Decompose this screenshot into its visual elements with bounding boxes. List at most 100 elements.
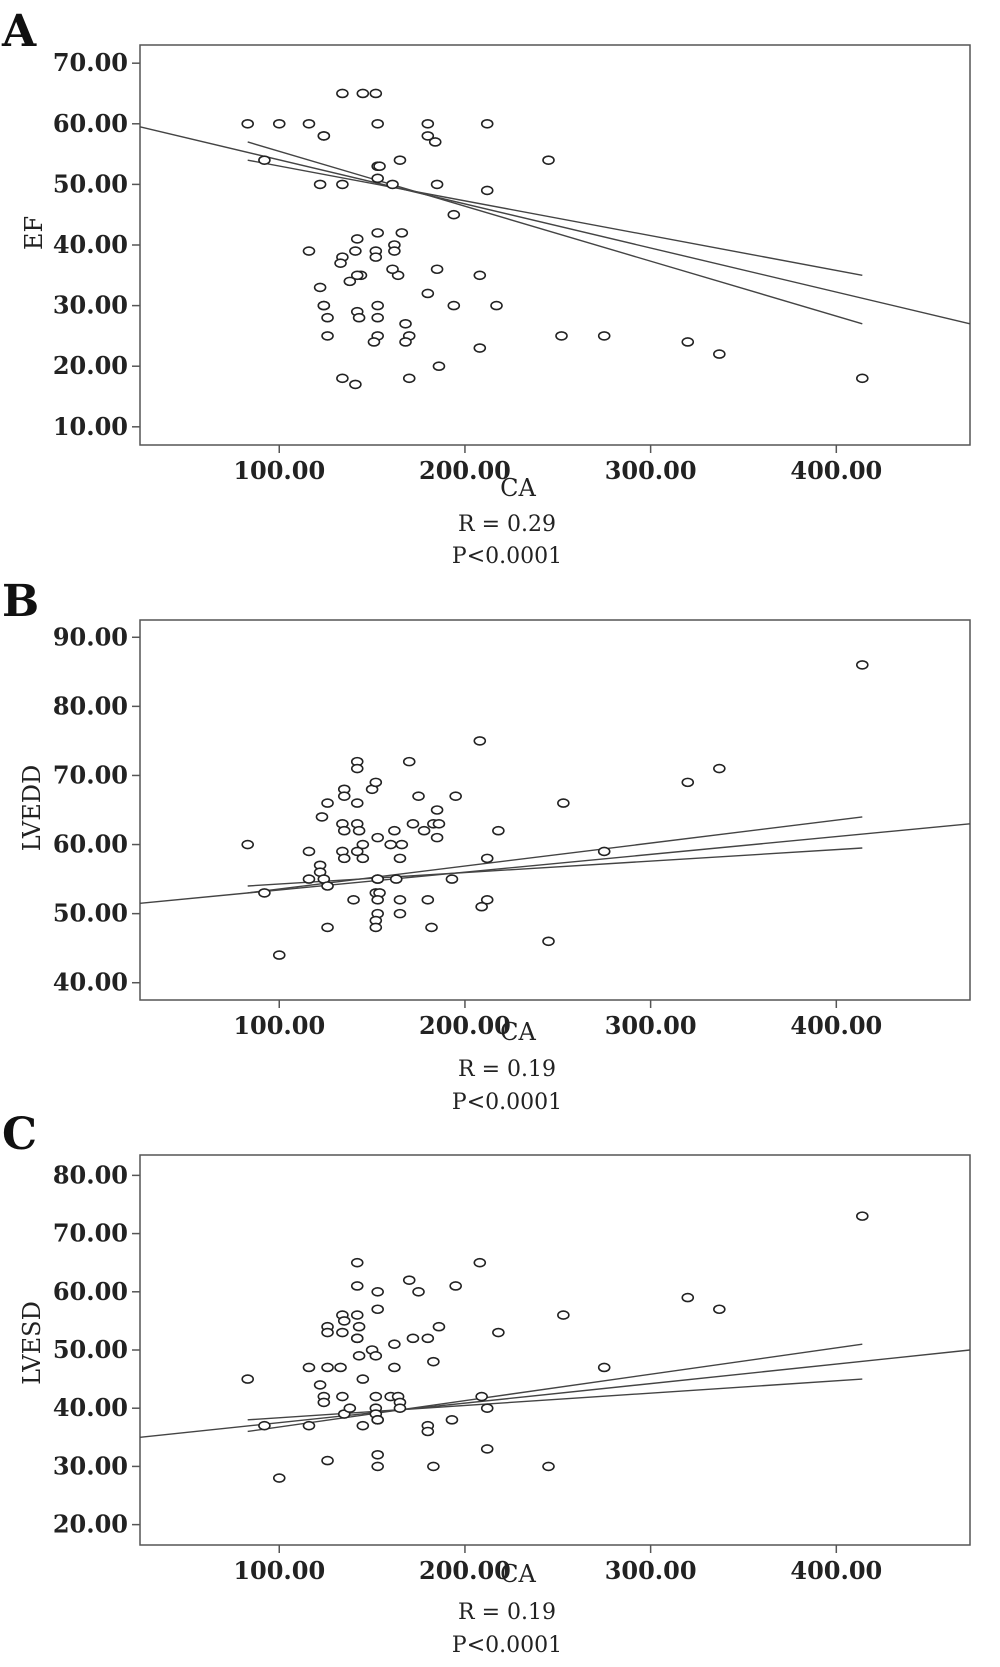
data-point — [350, 1281, 364, 1291]
x-tick-label: 300.00 — [605, 1011, 697, 1040]
data-point — [417, 825, 431, 836]
y-tick-label: 40.00 — [53, 230, 128, 259]
y-tick-label: 10.00 — [53, 412, 128, 441]
ci-line-lower — [247, 141, 863, 325]
x-tick-label: 300.00 — [605, 1556, 697, 1585]
y-tick-label: 50.00 — [53, 169, 128, 198]
data-point — [412, 1286, 425, 1297]
data-point — [371, 300, 384, 311]
data-point — [313, 1380, 327, 1390]
data-point — [480, 185, 494, 196]
data-point — [321, 312, 334, 323]
data-point — [473, 736, 487, 746]
ci-line-upper — [247, 1343, 863, 1433]
data-point — [337, 1316, 351, 1326]
data-point — [336, 88, 349, 99]
x-tick-label: 200.00 — [419, 456, 511, 485]
data-point — [313, 282, 327, 293]
data-point — [406, 1333, 420, 1344]
y-tick-label: 80.00 — [53, 691, 128, 720]
y-tick-label: 40.00 — [53, 968, 128, 997]
data-point — [258, 1420, 271, 1431]
data-point — [473, 1257, 487, 1268]
data-point — [427, 1356, 440, 1367]
data-point — [350, 1257, 364, 1268]
x-tick-label: 100.00 — [233, 1011, 325, 1040]
data-point — [713, 349, 726, 359]
data-point — [371, 118, 384, 129]
data-point — [388, 825, 401, 836]
data-point — [681, 1292, 695, 1303]
data-point — [555, 331, 568, 341]
data-point — [386, 179, 399, 190]
data-point — [352, 1351, 366, 1361]
data-point — [350, 270, 364, 281]
panel-a-xlabel: CA — [500, 474, 536, 502]
data-point — [317, 1397, 331, 1408]
data-point — [490, 300, 503, 311]
x-tick-label: 400.00 — [790, 456, 882, 485]
data-point — [480, 1403, 494, 1414]
x-tick-label: 200.00 — [419, 1011, 511, 1040]
data-point — [302, 1420, 316, 1431]
data-point — [352, 825, 366, 836]
data-point — [473, 270, 487, 281]
data-point — [421, 118, 435, 129]
panel-c-ylabel: LVESD — [18, 1301, 46, 1385]
data-point — [432, 361, 446, 372]
data-point — [430, 832, 444, 843]
data-point — [350, 1310, 364, 1320]
data-point — [445, 874, 459, 884]
data-point — [597, 846, 611, 857]
data-point — [336, 179, 349, 190]
data-point — [393, 908, 407, 919]
data-point — [350, 798, 364, 808]
data-point — [402, 373, 416, 384]
data-point — [393, 853, 407, 864]
data-point — [393, 155, 407, 165]
y-tick-label: 20.00 — [53, 1510, 128, 1539]
data-point — [336, 373, 349, 384]
data-point — [447, 300, 461, 311]
data-point — [388, 1339, 401, 1349]
y-tick-label: 50.00 — [53, 899, 128, 928]
panel-c-letter: C — [2, 1109, 37, 1160]
data-point — [343, 1403, 357, 1414]
panel-b-r-value: R = 0.19 — [458, 1057, 556, 1082]
data-point — [473, 343, 487, 353]
y-tick-label: 60.00 — [53, 1277, 128, 1306]
data-point — [258, 888, 271, 898]
data-point — [425, 922, 438, 933]
y-tick-label: 90.00 — [53, 622, 128, 651]
y-tick-label: 70.00 — [53, 760, 128, 789]
panel-a-r-value: R = 0.29 — [458, 512, 556, 537]
data-point — [347, 895, 360, 905]
data-point — [557, 1310, 570, 1320]
data-point — [597, 1362, 611, 1373]
y-tick-label: 70.00 — [53, 48, 128, 77]
data-point — [371, 874, 384, 884]
data-point — [369, 777, 383, 788]
data-point — [321, 1327, 334, 1338]
data-point — [681, 337, 695, 347]
data-point — [302, 1362, 316, 1373]
data-point — [313, 179, 327, 190]
data-point — [336, 1327, 349, 1338]
x-tick-label: 200.00 — [419, 1556, 511, 1585]
data-point — [350, 763, 364, 774]
x-tick-label: 100.00 — [233, 1556, 325, 1585]
data-point — [384, 839, 397, 850]
data-point — [334, 258, 347, 268]
data-point — [386, 264, 399, 275]
y-tick-label: 20.00 — [53, 351, 128, 380]
data-point — [399, 337, 412, 347]
data-point — [321, 798, 334, 808]
x-tick-label: 400.00 — [790, 1011, 882, 1040]
y-tick-label: 80.00 — [53, 1160, 128, 1189]
data-point — [430, 179, 444, 190]
data-point — [343, 276, 357, 287]
panel-a-plot: 100.00 200.00 300.00 400.00 10.00 20.00 30.00 4… — [53, 44, 971, 485]
data-point — [856, 660, 869, 670]
data-point — [402, 1275, 416, 1285]
data-point — [258, 155, 271, 165]
